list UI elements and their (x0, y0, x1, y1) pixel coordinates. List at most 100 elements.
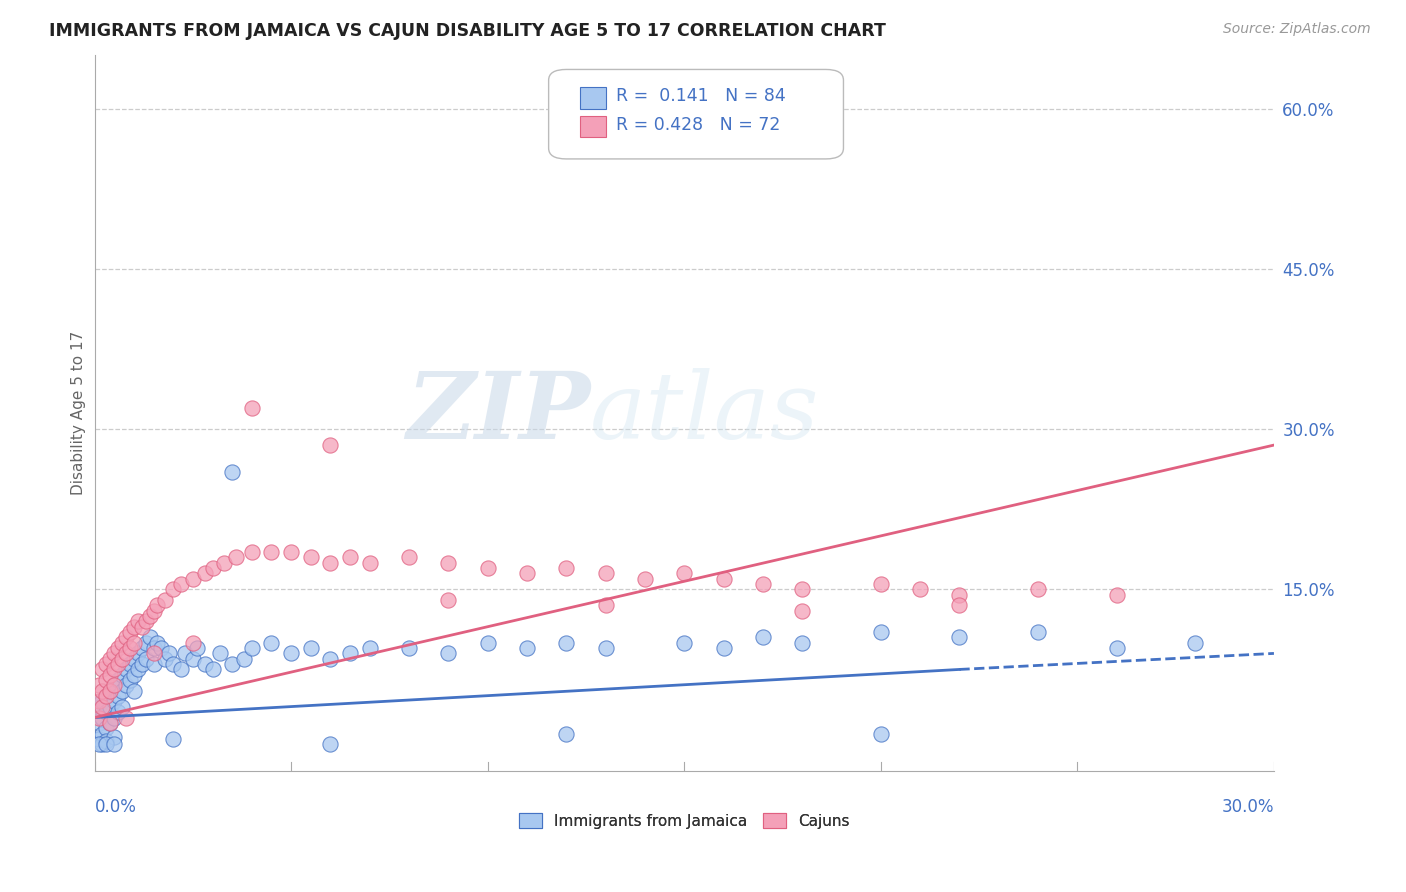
Point (595, 566, 617, 581)
Point (103, 647, 125, 661)
Point (91, 699, 114, 714)
Point (107, 689, 129, 703)
Point (359, 556, 381, 570)
Point (162, 731, 184, 746)
Point (107, 657, 129, 672)
Text: R = 0.428   N = 72: R = 0.428 N = 72 (616, 116, 780, 134)
Point (170, 577, 193, 591)
Point (398, 550, 420, 565)
Point (118, 625, 141, 640)
Point (908, 582, 931, 597)
Point (150, 641, 173, 656)
Point (122, 683, 145, 698)
Point (115, 647, 138, 661)
Point (477, 561, 499, 575)
Point (96, 689, 118, 703)
Point (138, 631, 160, 645)
Point (87, 731, 110, 746)
Point (96, 657, 118, 672)
Point (339, 647, 361, 661)
Point (155, 652, 177, 666)
Point (87, 694, 110, 708)
Point (146, 636, 169, 650)
Point (135, 636, 157, 650)
Bar (581, 116, 606, 137)
Point (194, 566, 217, 581)
Point (103, 678, 125, 692)
Point (96, 734, 118, 748)
Point (174, 647, 197, 661)
Point (103, 730, 125, 744)
Point (87, 715, 110, 730)
Point (233, 652, 256, 666)
Point (162, 582, 184, 597)
Point (103, 710, 125, 724)
Point (98, 715, 121, 730)
Point (135, 615, 157, 629)
Point (221, 657, 243, 672)
Point (437, 593, 460, 607)
Point (1105, 588, 1128, 602)
Point (146, 599, 169, 613)
Text: R =  0.141   N = 84: R = 0.141 N = 84 (616, 87, 786, 105)
Point (138, 609, 160, 624)
Point (181, 572, 204, 586)
Point (673, 566, 696, 581)
Point (186, 641, 208, 656)
Point (209, 647, 232, 661)
Point (127, 647, 149, 661)
Point (96, 673, 118, 687)
Point (437, 556, 460, 570)
Point (713, 572, 735, 586)
Text: 30.0%: 30.0% (1222, 797, 1274, 815)
Point (115, 631, 138, 645)
Point (122, 636, 145, 650)
Point (91, 710, 114, 724)
Point (118, 641, 141, 656)
Point (111, 699, 134, 714)
Point (87, 678, 110, 692)
Point (792, 582, 814, 597)
Point (555, 636, 578, 650)
Point (319, 737, 342, 751)
Text: atlas: atlas (591, 368, 820, 458)
Point (240, 545, 263, 559)
Point (157, 647, 180, 661)
Point (948, 599, 970, 613)
Point (142, 657, 165, 672)
Point (240, 401, 263, 415)
Point (142, 647, 165, 661)
Point (91, 726, 114, 740)
Point (98, 667, 121, 681)
Point (595, 599, 617, 613)
Point (111, 652, 134, 666)
Point (948, 631, 970, 645)
Point (869, 726, 891, 740)
Point (96, 721, 118, 735)
Point (122, 652, 145, 666)
Point (194, 657, 217, 672)
Point (555, 561, 578, 575)
Point (122, 620, 145, 634)
Point (319, 438, 342, 452)
Point (131, 641, 153, 656)
Point (98, 715, 121, 730)
Point (142, 641, 165, 656)
Point (87, 737, 110, 751)
Point (225, 550, 247, 565)
Point (91, 694, 114, 708)
Y-axis label: Disability Age 5 to 17: Disability Age 5 to 17 (72, 331, 86, 495)
Point (280, 545, 302, 559)
Point (516, 641, 538, 656)
Point (142, 604, 165, 618)
Point (280, 647, 302, 661)
Point (713, 641, 735, 656)
Point (115, 662, 138, 676)
Point (103, 662, 125, 676)
Point (96, 737, 118, 751)
Text: Source: ZipAtlas.com: Source: ZipAtlas.com (1223, 22, 1371, 37)
Point (87, 699, 110, 714)
Point (122, 667, 145, 681)
Point (111, 683, 134, 698)
Point (118, 657, 141, 672)
